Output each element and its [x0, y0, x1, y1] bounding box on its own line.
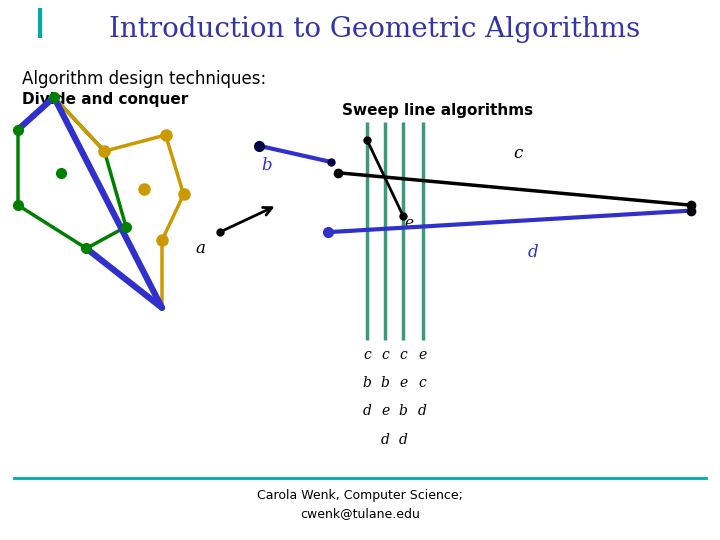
Text: d: d — [418, 404, 427, 418]
Text: c: c — [400, 348, 407, 362]
Text: Sweep line algorithms: Sweep line algorithms — [342, 103, 533, 118]
Text: c: c — [514, 145, 523, 162]
Text: e: e — [399, 376, 408, 390]
Text: b: b — [381, 376, 390, 390]
Text: e: e — [381, 404, 390, 418]
Text: Introduction to Geometric Algorithms: Introduction to Geometric Algorithms — [109, 16, 640, 43]
Text: Divide and conquer: Divide and conquer — [22, 92, 188, 107]
Text: Algorithm design techniques:: Algorithm design techniques: — [22, 70, 266, 88]
Text: d: d — [399, 433, 408, 447]
Text: e: e — [418, 348, 427, 362]
Text: d: d — [528, 244, 538, 261]
Text: b: b — [261, 157, 271, 173]
Text: c: c — [382, 348, 389, 362]
Text: b: b — [399, 404, 408, 418]
Text: a: a — [195, 240, 205, 257]
Text: b: b — [363, 376, 372, 390]
Text: c: c — [364, 348, 371, 362]
Text: d: d — [363, 404, 372, 418]
Text: e: e — [405, 216, 414, 230]
Text: c: c — [419, 376, 426, 390]
Text: Carola Wenk, Computer Science;
cwenk@tulane.edu: Carola Wenk, Computer Science; cwenk@tul… — [257, 489, 463, 521]
Text: d: d — [381, 433, 390, 447]
